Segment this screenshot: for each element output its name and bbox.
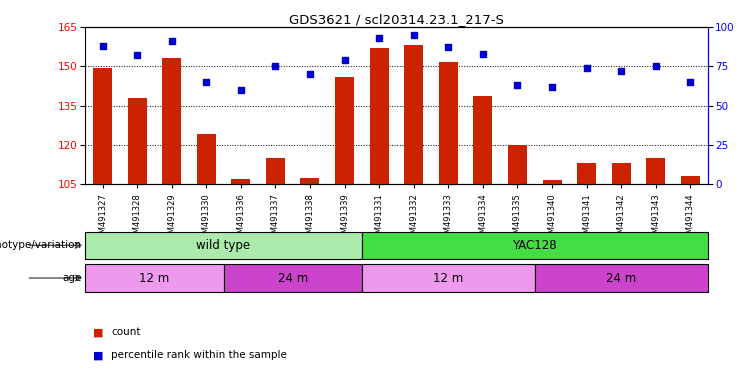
Text: ■: ■ bbox=[93, 327, 103, 337]
Bar bbox=[224, 264, 362, 292]
Bar bbox=[535, 264, 708, 292]
Text: 24 m: 24 m bbox=[606, 271, 637, 285]
Point bbox=[96, 43, 108, 49]
Point bbox=[166, 38, 178, 44]
Point bbox=[304, 71, 316, 77]
Text: count: count bbox=[111, 327, 141, 337]
Point bbox=[511, 82, 523, 88]
Text: age: age bbox=[62, 273, 82, 283]
Point bbox=[408, 31, 419, 38]
Text: percentile rank within the sample: percentile rank within the sample bbox=[111, 350, 287, 360]
Bar bbox=[162, 58, 181, 184]
Point bbox=[650, 63, 662, 70]
Point bbox=[581, 65, 593, 71]
Point bbox=[339, 57, 350, 63]
Bar bbox=[362, 232, 708, 259]
Bar bbox=[508, 145, 527, 184]
Point bbox=[442, 44, 454, 50]
Point bbox=[270, 63, 282, 70]
Title: GDS3621 / scl20314.23.1_217-S: GDS3621 / scl20314.23.1_217-S bbox=[289, 13, 504, 26]
Bar bbox=[85, 264, 224, 292]
Bar bbox=[577, 163, 596, 184]
Bar bbox=[335, 77, 354, 184]
Point bbox=[685, 79, 697, 85]
Bar bbox=[266, 158, 285, 184]
Point bbox=[546, 84, 558, 90]
Bar bbox=[196, 134, 216, 184]
Point bbox=[477, 51, 489, 57]
Point bbox=[235, 87, 247, 93]
Text: YAC128: YAC128 bbox=[513, 239, 557, 252]
Text: 12 m: 12 m bbox=[433, 271, 463, 285]
Bar bbox=[404, 45, 423, 184]
Point bbox=[131, 52, 143, 58]
Bar bbox=[542, 180, 562, 184]
Text: 12 m: 12 m bbox=[139, 271, 170, 285]
Text: wild type: wild type bbox=[196, 239, 250, 252]
Point bbox=[615, 68, 627, 74]
Point bbox=[373, 35, 385, 41]
Bar bbox=[85, 232, 362, 259]
Text: genotype/variation: genotype/variation bbox=[0, 240, 82, 250]
Text: 24 m: 24 m bbox=[278, 271, 308, 285]
Bar bbox=[646, 158, 665, 184]
Bar bbox=[231, 179, 250, 184]
Bar bbox=[362, 264, 535, 292]
Bar bbox=[611, 163, 631, 184]
Bar bbox=[439, 62, 458, 184]
Text: ■: ■ bbox=[93, 350, 103, 360]
Point bbox=[200, 79, 212, 85]
Bar bbox=[300, 178, 319, 184]
Bar bbox=[93, 68, 112, 184]
Bar bbox=[681, 176, 700, 184]
Bar bbox=[370, 48, 388, 184]
Bar bbox=[473, 96, 492, 184]
Bar bbox=[127, 98, 147, 184]
